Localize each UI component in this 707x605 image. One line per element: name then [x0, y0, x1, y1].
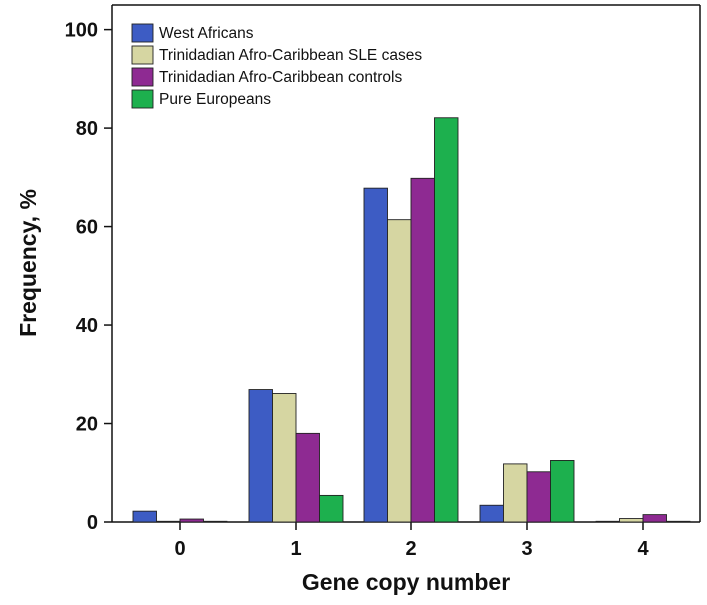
y-axis-title: Frequency, % [15, 189, 41, 337]
bars [132, 117, 691, 523]
legend-swatch [131, 67, 154, 87]
y-tick-label: 0 [87, 512, 98, 534]
bar [479, 504, 504, 523]
legend-label: West Africans [159, 25, 254, 42]
bar [203, 520, 228, 523]
bar [363, 187, 388, 523]
x-tick-label: 4 [637, 538, 649, 560]
x-axis-title: Gene copy number [302, 569, 510, 595]
y-tick-label: 40 [76, 315, 98, 337]
bar [319, 494, 344, 523]
legend: West Africans Trinidadian Afro-Caribbean … [131, 23, 422, 109]
bar [666, 520, 691, 523]
legend-label: Trinidadian Afro-Caribbean SLE cases [159, 47, 422, 64]
legend-label: Pure Europeans [159, 91, 271, 108]
bar [179, 518, 204, 523]
bar [642, 514, 667, 523]
x-tick-label: 2 [405, 538, 416, 560]
legend-label: Trinidadian Afro-Caribbean controls [159, 69, 402, 86]
bar [272, 393, 297, 523]
bar [619, 518, 644, 523]
legend-swatch [131, 45, 154, 65]
bar [595, 520, 620, 523]
x-tick-label: 3 [521, 538, 532, 560]
bar [156, 520, 181, 523]
bar [295, 432, 320, 523]
y-tick-label: 60 [76, 217, 98, 239]
y-tick-label: 80 [76, 118, 98, 140]
x-tick-label: 0 [174, 538, 185, 560]
bar [434, 117, 459, 523]
bar [503, 463, 528, 523]
legend-swatch [131, 23, 154, 43]
bar [526, 471, 551, 523]
x-tick-label: 1 [290, 538, 301, 560]
y-tick-label: 20 [76, 414, 98, 436]
x-axis: 0 1 2 3 4 [174, 522, 649, 560]
legend-swatch [131, 89, 154, 109]
y-tick-label: 100 [65, 20, 98, 42]
bar [132, 510, 157, 523]
bar [248, 389, 273, 523]
bar [410, 177, 435, 523]
y-axis: 0 20 40 60 80 100 [65, 20, 112, 534]
bar [387, 219, 412, 523]
bar [550, 460, 575, 523]
